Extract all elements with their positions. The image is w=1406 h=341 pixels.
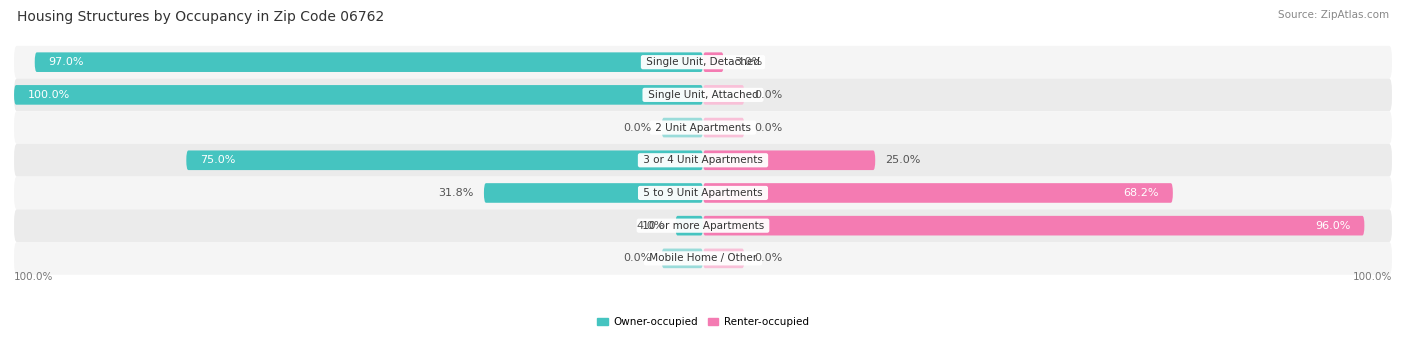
FancyBboxPatch shape bbox=[35, 53, 703, 72]
FancyBboxPatch shape bbox=[703, 249, 744, 268]
FancyBboxPatch shape bbox=[14, 242, 1392, 275]
FancyBboxPatch shape bbox=[14, 177, 1392, 209]
Text: 25.0%: 25.0% bbox=[886, 155, 921, 165]
Text: 0.0%: 0.0% bbox=[755, 122, 783, 133]
FancyBboxPatch shape bbox=[14, 46, 1392, 78]
FancyBboxPatch shape bbox=[14, 111, 1392, 144]
Text: 0.0%: 0.0% bbox=[623, 122, 651, 133]
FancyBboxPatch shape bbox=[186, 150, 703, 170]
Text: 100.0%: 100.0% bbox=[28, 90, 70, 100]
FancyBboxPatch shape bbox=[703, 85, 744, 105]
Text: 31.8%: 31.8% bbox=[439, 188, 474, 198]
Text: Source: ZipAtlas.com: Source: ZipAtlas.com bbox=[1278, 10, 1389, 20]
FancyBboxPatch shape bbox=[14, 78, 1392, 111]
Text: 3.0%: 3.0% bbox=[734, 57, 762, 67]
FancyBboxPatch shape bbox=[14, 85, 703, 105]
FancyBboxPatch shape bbox=[703, 53, 724, 72]
FancyBboxPatch shape bbox=[662, 118, 703, 137]
FancyBboxPatch shape bbox=[662, 249, 703, 268]
Text: 100.0%: 100.0% bbox=[14, 272, 53, 282]
Text: Housing Structures by Occupancy in Zip Code 06762: Housing Structures by Occupancy in Zip C… bbox=[17, 10, 384, 24]
FancyBboxPatch shape bbox=[675, 216, 703, 236]
Text: Single Unit, Detached: Single Unit, Detached bbox=[643, 57, 763, 67]
Text: 5 to 9 Unit Apartments: 5 to 9 Unit Apartments bbox=[640, 188, 766, 198]
FancyBboxPatch shape bbox=[14, 144, 1392, 177]
Text: 3 or 4 Unit Apartments: 3 or 4 Unit Apartments bbox=[640, 155, 766, 165]
FancyBboxPatch shape bbox=[703, 150, 875, 170]
FancyBboxPatch shape bbox=[14, 209, 1392, 242]
Text: 97.0%: 97.0% bbox=[48, 57, 84, 67]
Text: 0.0%: 0.0% bbox=[755, 253, 783, 263]
Text: 0.0%: 0.0% bbox=[755, 90, 783, 100]
Text: 96.0%: 96.0% bbox=[1315, 221, 1351, 231]
FancyBboxPatch shape bbox=[703, 183, 1173, 203]
Text: 68.2%: 68.2% bbox=[1123, 188, 1159, 198]
Text: 75.0%: 75.0% bbox=[200, 155, 235, 165]
FancyBboxPatch shape bbox=[703, 216, 1364, 236]
Legend: Owner-occupied, Renter-occupied: Owner-occupied, Renter-occupied bbox=[598, 317, 808, 327]
Text: 4.0%: 4.0% bbox=[637, 221, 665, 231]
Text: 0.0%: 0.0% bbox=[623, 253, 651, 263]
Text: 10 or more Apartments: 10 or more Apartments bbox=[638, 221, 768, 231]
Text: Single Unit, Attached: Single Unit, Attached bbox=[644, 90, 762, 100]
FancyBboxPatch shape bbox=[703, 118, 744, 137]
Text: 2 Unit Apartments: 2 Unit Apartments bbox=[652, 122, 754, 133]
Text: Mobile Home / Other: Mobile Home / Other bbox=[645, 253, 761, 263]
FancyBboxPatch shape bbox=[484, 183, 703, 203]
Text: 100.0%: 100.0% bbox=[1353, 272, 1392, 282]
